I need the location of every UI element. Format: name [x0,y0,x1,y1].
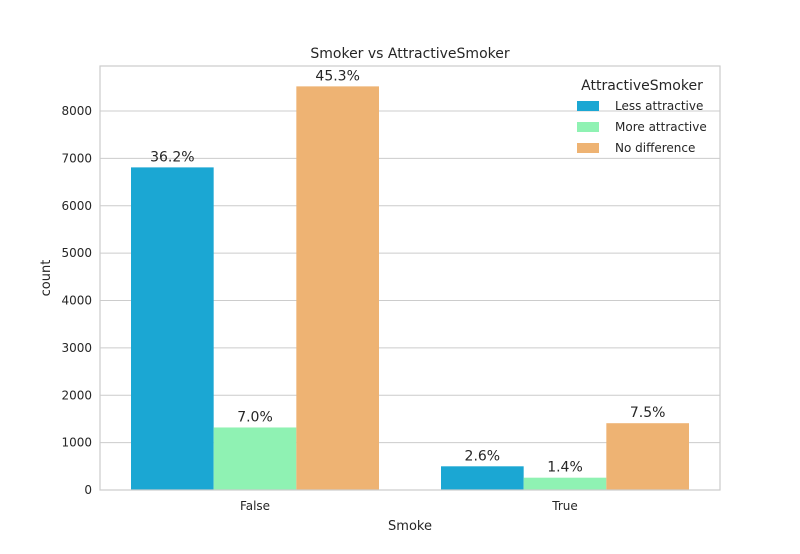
x-axis-label: Smoke [388,519,432,534]
x-tick-label: True [551,499,578,513]
bar [213,427,297,490]
bar [523,477,607,490]
y-tick-label: 3000 [61,341,92,355]
bar [441,466,524,490]
y-tick-label: 8000 [61,104,92,118]
legend-label: Less attractive [615,99,703,113]
legend-entries: Less attractive More attractive No differe… [577,99,707,155]
bar-labels: 36.2% 7.0% 45.3% 2.6% 1.4% 7.5% [150,68,665,475]
y-tick-label: 1000 [61,436,92,450]
legend-label: More attractive [615,120,707,134]
y-tick-label: 2000 [61,388,92,402]
y-axis-label: count [39,260,54,297]
x-tick-labels: False True [240,499,578,513]
y-tick-labels: 0 1000 2000 3000 4000 5000 6000 7000 8000 [61,104,92,497]
bar-data-label: 1.4% [547,460,583,476]
x-tick-label: False [240,499,270,513]
legend: AttractiveSmoker Less attractive More att… [577,78,707,155]
y-tick-label: 6000 [61,199,92,213]
bar [296,86,379,491]
bar-data-label: 2.6% [465,448,501,464]
bar-data-label: 36.2% [150,149,194,165]
legend-swatch [577,101,599,111]
y-tick-label: 4000 [61,294,92,308]
bars [131,86,689,491]
bar-data-label: 45.3% [315,68,359,84]
bar-data-label: 7.0% [237,409,273,425]
y-tick-label: 5000 [61,246,92,260]
legend-label: No difference [615,141,695,155]
legend-swatch [577,143,599,153]
bar [606,423,689,490]
bar [131,167,214,490]
chart-title: Smoker vs AttractiveSmoker [310,46,509,62]
plot-frame [99,65,721,491]
bar-data-label: 7.5% [630,405,666,421]
y-tick-label: 7000 [61,151,92,165]
legend-swatch [577,122,599,132]
y-tick-label: 0 [84,483,92,497]
legend-title: AttractiveSmoker [581,78,703,94]
